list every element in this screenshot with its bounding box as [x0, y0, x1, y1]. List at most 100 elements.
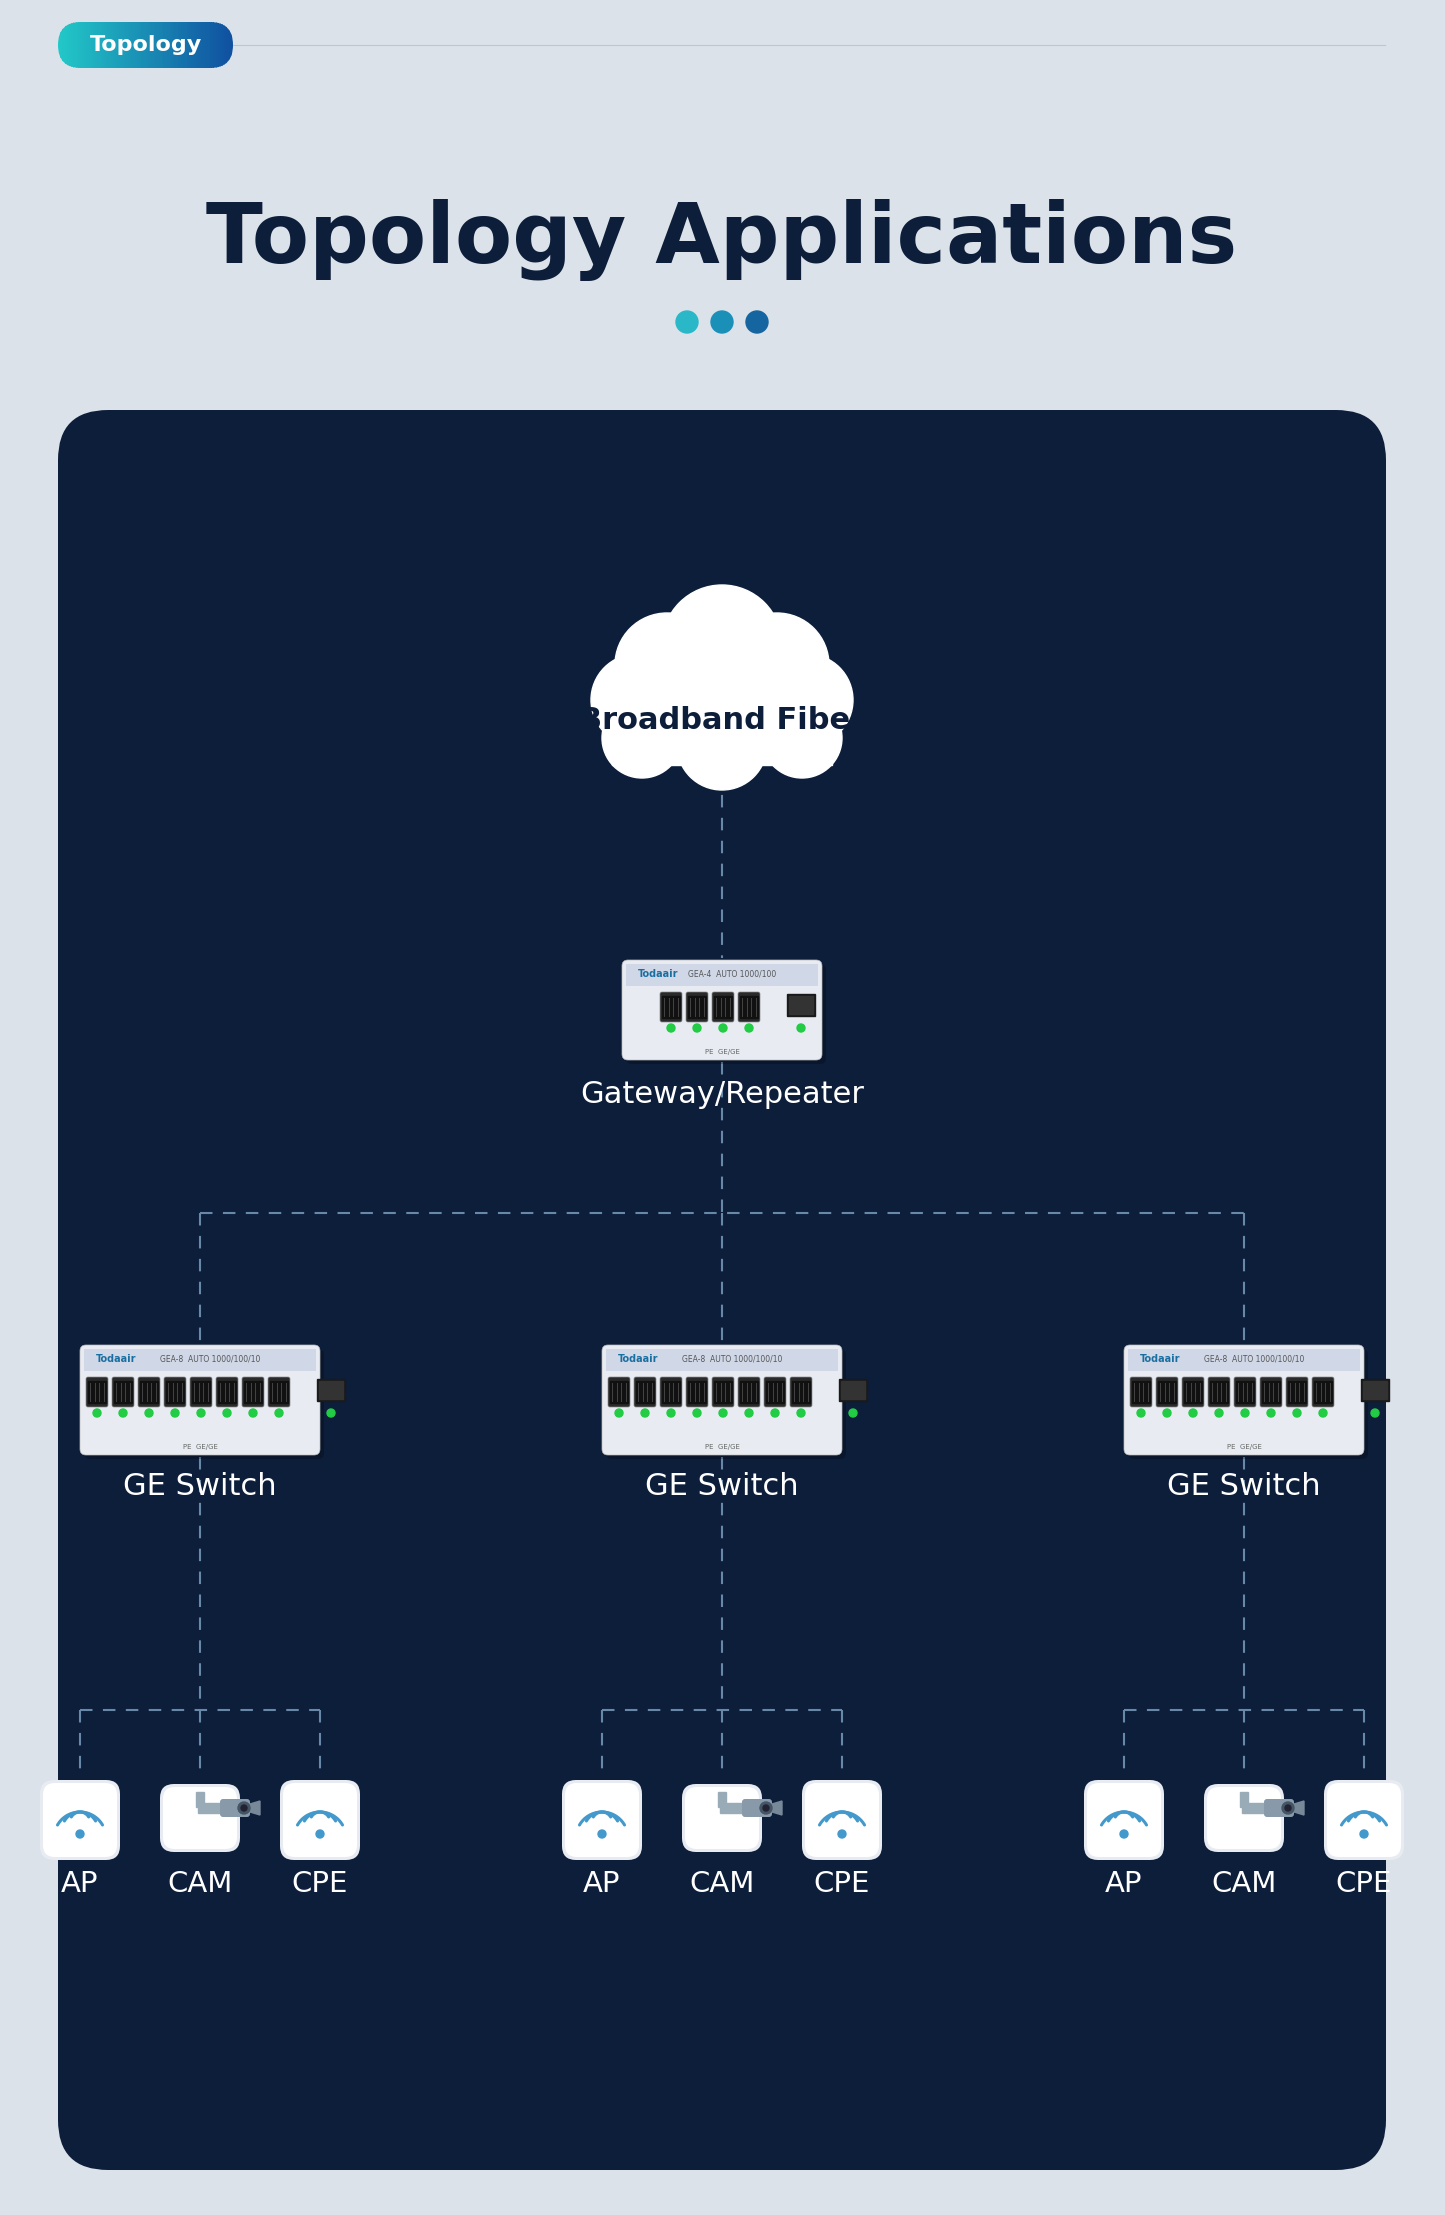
Bar [1129, 1349, 1360, 1371]
Bar [155, 22, 158, 69]
Text: Todaair: Todaair [639, 968, 679, 979]
Bar [113, 22, 116, 69]
Bar [688, 997, 707, 1019]
Bar [101, 22, 105, 69]
FancyBboxPatch shape [685, 1788, 759, 1850]
Circle shape [746, 1409, 753, 1418]
Circle shape [678, 700, 767, 791]
Bar [58, 22, 61, 69]
Circle shape [798, 1409, 805, 1418]
Text: PE  GE/GE: PE GE/GE [1227, 1444, 1261, 1451]
Bar [714, 997, 733, 1019]
FancyBboxPatch shape [1327, 1783, 1402, 1856]
Text: Broadband Fiber: Broadband Fiber [579, 707, 866, 735]
FancyBboxPatch shape [712, 992, 734, 1021]
Text: GE Switch: GE Switch [123, 1473, 277, 1502]
FancyBboxPatch shape [626, 964, 827, 1063]
FancyBboxPatch shape [113, 1378, 134, 1407]
Circle shape [850, 1409, 857, 1418]
Bar [165, 22, 169, 69]
Circle shape [171, 1409, 179, 1418]
FancyBboxPatch shape [1130, 1378, 1152, 1407]
FancyBboxPatch shape [790, 1378, 812, 1407]
Circle shape [720, 1023, 727, 1032]
Bar [1183, 1380, 1202, 1402]
Bar [189, 22, 192, 69]
Bar [186, 22, 191, 69]
FancyBboxPatch shape [660, 992, 682, 1021]
Bar [133, 22, 136, 69]
Text: GEA-8  AUTO 1000/100/10: GEA-8 AUTO 1000/100/10 [682, 1356, 782, 1364]
Text: PE  GE/GE: PE GE/GE [705, 1050, 740, 1054]
Bar [201, 22, 204, 69]
Bar [146, 22, 149, 69]
Circle shape [1319, 1409, 1327, 1418]
FancyBboxPatch shape [160, 1783, 240, 1852]
Text: GEA-8  AUTO 1000/100/10: GEA-8 AUTO 1000/100/10 [160, 1356, 260, 1364]
FancyBboxPatch shape [241, 1378, 264, 1407]
FancyBboxPatch shape [58, 410, 1386, 2171]
Bar [210, 22, 212, 69]
Bar [166, 1380, 184, 1402]
FancyBboxPatch shape [267, 1378, 290, 1407]
Bar [215, 22, 218, 69]
Bar [841, 1380, 866, 1400]
Circle shape [1282, 1803, 1295, 1814]
Circle shape [694, 1409, 701, 1418]
Bar [143, 22, 146, 69]
Bar [117, 22, 120, 69]
Bar [662, 997, 681, 1019]
Polygon shape [250, 1801, 260, 1814]
Circle shape [1189, 1409, 1196, 1418]
Bar [129, 22, 131, 69]
Bar [636, 1380, 655, 1402]
Circle shape [1241, 1409, 1248, 1418]
Bar [192, 1380, 210, 1402]
Bar [1243, 1803, 1267, 1814]
Bar [140, 1380, 158, 1402]
Bar [605, 1349, 838, 1371]
Circle shape [763, 1805, 769, 1812]
Bar [220, 22, 223, 69]
Bar [223, 22, 225, 69]
Bar [79, 22, 82, 69]
Bar [610, 1380, 629, 1402]
FancyBboxPatch shape [84, 1349, 324, 1460]
FancyBboxPatch shape [87, 1378, 108, 1407]
Bar [114, 1380, 131, 1402]
Text: GE Switch: GE Switch [644, 1473, 799, 1502]
Bar [74, 22, 77, 69]
Bar [211, 22, 214, 69]
FancyBboxPatch shape [634, 1378, 656, 1407]
FancyBboxPatch shape [603, 1345, 842, 1455]
Circle shape [197, 1409, 205, 1418]
Circle shape [668, 1023, 675, 1032]
Bar [97, 22, 101, 69]
Polygon shape [772, 1801, 782, 1814]
Bar [62, 22, 65, 69]
Circle shape [275, 1409, 283, 1418]
Text: AP: AP [61, 1869, 98, 1898]
Bar [319, 1380, 342, 1400]
Bar [71, 22, 74, 69]
FancyBboxPatch shape [1156, 1378, 1178, 1407]
Bar [88, 22, 92, 69]
Bar [75, 22, 78, 69]
FancyBboxPatch shape [163, 1788, 237, 1850]
Bar [65, 22, 68, 69]
Bar [181, 22, 184, 69]
Bar [104, 22, 107, 69]
Bar [714, 1380, 733, 1402]
FancyBboxPatch shape [686, 992, 708, 1021]
Bar [152, 22, 155, 69]
Circle shape [327, 1409, 335, 1418]
Bar [1361, 1380, 1389, 1402]
Bar [218, 1380, 236, 1402]
Bar [150, 22, 153, 69]
Bar [202, 22, 205, 69]
Text: Todaair: Todaair [1140, 1353, 1181, 1364]
Bar [218, 22, 221, 69]
FancyBboxPatch shape [280, 1781, 360, 1861]
FancyBboxPatch shape [43, 1783, 117, 1856]
Circle shape [144, 1409, 153, 1418]
